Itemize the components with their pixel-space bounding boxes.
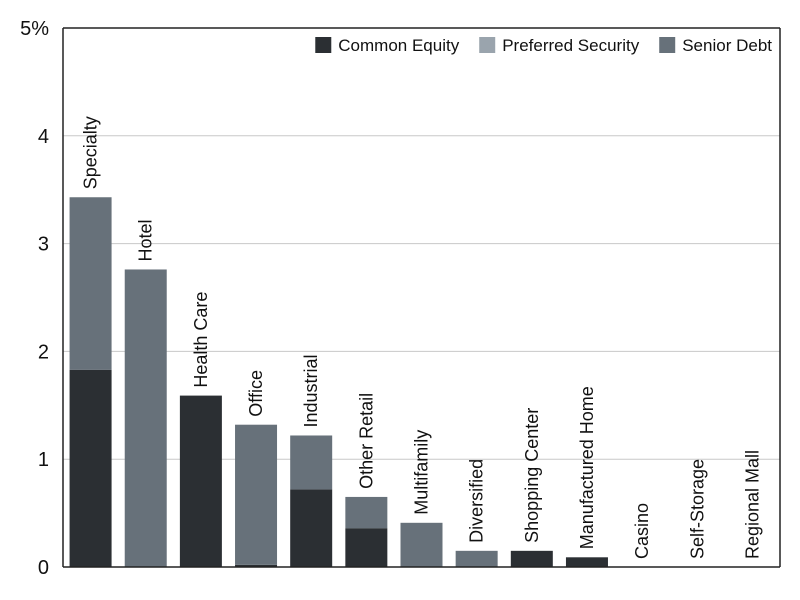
y-tick-label: 4 [38, 126, 49, 148]
category-labels: Specialty Hotel Health Care Office Industria… [81, 116, 763, 559]
legend: Common Equity Preferred Security Senior De… [315, 36, 772, 55]
legend-label: Common Equity [338, 36, 459, 55]
category-label: Self-Storage [687, 459, 707, 559]
bar-segment [124, 269, 167, 567]
bar-segment [235, 424, 278, 565]
bar-segment [345, 496, 388, 529]
legend-swatch [659, 37, 676, 53]
bar-segment [290, 489, 333, 567]
bars [69, 197, 608, 567]
category-label: Other Retail [356, 393, 376, 489]
category-label: Casino [632, 503, 652, 559]
legend-label: Preferred Security [502, 36, 639, 55]
bar-segment [69, 369, 112, 567]
legend-item: Common Equity [315, 36, 460, 55]
category-label: Multifamily [412, 430, 432, 515]
legend-swatch [315, 37, 332, 53]
category-label: Health Care [191, 292, 211, 388]
category-label: Specialty [81, 116, 101, 189]
bar-segment [179, 395, 222, 567]
y-tick-label: 3 [38, 234, 49, 256]
y-tick-label: 0 [38, 557, 49, 579]
legend-item: Senior Debt [659, 36, 772, 55]
y-tick-label: 5% [20, 18, 49, 40]
y-tick-label: 1 [38, 449, 49, 471]
bar-segment [69, 197, 112, 370]
category-label: Industrial [301, 354, 321, 427]
axes [62, 27, 781, 568]
category-label: Hotel [136, 219, 156, 261]
y-tick-label: 2 [38, 341, 49, 363]
bar-segment [510, 550, 553, 567]
legend-item: Preferred Security [479, 36, 640, 55]
gridlines [63, 27, 780, 460]
legend-swatch [479, 37, 496, 53]
bar-segment [290, 435, 333, 490]
legend-label: Senior Debt [682, 36, 772, 55]
y-tick-labels: 0 1 2 3 4 5% [20, 18, 49, 579]
category-label: Regional Mall [742, 450, 762, 559]
category-label: Office [246, 370, 266, 417]
category-label: Diversified [467, 459, 487, 543]
bar-segment [345, 528, 388, 567]
category-label: Shopping Center [522, 408, 542, 543]
bar-segment [455, 550, 498, 567]
bar-segment [400, 522, 443, 567]
bar-segment [565, 557, 608, 567]
bar-segment [235, 564, 278, 567]
category-label: Manufactured Home [577, 386, 597, 549]
